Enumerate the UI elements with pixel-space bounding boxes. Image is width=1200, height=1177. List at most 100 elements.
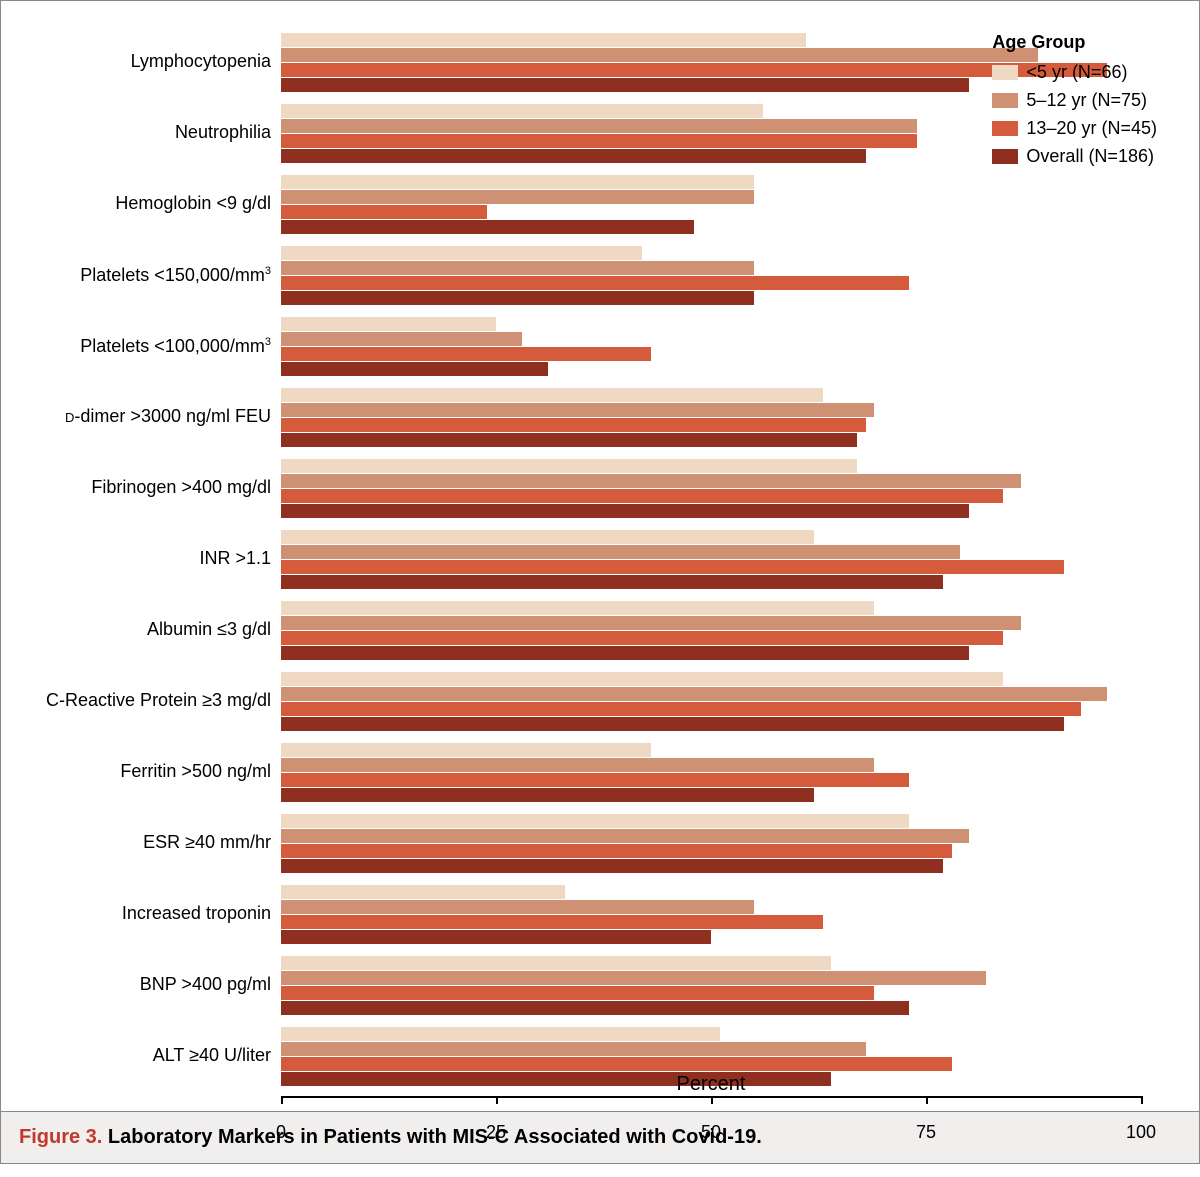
x-axis-tick — [926, 1096, 928, 1104]
category-label: Platelets <100,000/mm3 — [1, 336, 271, 357]
bar — [281, 489, 1003, 503]
legend-label: <5 yr (N=66) — [1026, 59, 1127, 87]
bar — [281, 190, 754, 204]
category-label: Albumin ≤3 g/dl — [1, 620, 271, 640]
x-axis-tick — [1141, 1096, 1143, 1104]
legend: Age Group <5 yr (N=66)5–12 yr (N=75)13–2… — [992, 29, 1157, 170]
bar — [281, 956, 831, 970]
x-axis-tick-label: 50 — [701, 1122, 721, 1143]
bar — [281, 78, 969, 92]
legend-label: 5–12 yr (N=75) — [1026, 87, 1147, 115]
bar — [281, 545, 960, 559]
bar — [281, 687, 1107, 701]
bar — [281, 702, 1081, 716]
bar — [281, 1001, 909, 1015]
bar — [281, 175, 754, 189]
bar — [281, 205, 487, 219]
bar — [281, 915, 823, 929]
legend-title: Age Group — [992, 29, 1157, 57]
bar — [281, 575, 943, 589]
legend-item: <5 yr (N=66) — [992, 59, 1157, 87]
bar — [281, 119, 917, 133]
bar — [281, 418, 866, 432]
legend-item: 13–20 yr (N=45) — [992, 115, 1157, 143]
legend-label: 13–20 yr (N=45) — [1026, 115, 1157, 143]
bar — [281, 433, 857, 447]
category-label: ALT ≥40 U/liter — [1, 1046, 271, 1066]
bar — [281, 829, 969, 843]
bar — [281, 246, 642, 260]
bar — [281, 261, 754, 275]
bar — [281, 332, 522, 346]
bar — [281, 616, 1021, 630]
x-axis-tick-label: 25 — [486, 1122, 506, 1143]
bar — [281, 1042, 866, 1056]
x-axis-tick — [711, 1096, 713, 1104]
figure-title: Laboratory Markers in Patients with MIS-… — [108, 1126, 762, 1148]
bar — [281, 403, 874, 417]
category-label: C-Reactive Protein ≥3 mg/dl — [1, 691, 271, 711]
bar — [281, 459, 857, 473]
bar — [281, 788, 814, 802]
category-label: Neutrophilia — [1, 123, 271, 143]
legend-swatch — [992, 149, 1018, 164]
bar — [281, 504, 969, 518]
category-label: Platelets <150,000/mm3 — [1, 265, 271, 286]
figure-caption: Figure 3. Laboratory Markers in Patients… — [1, 1111, 1199, 1163]
bar — [281, 63, 1107, 77]
bar — [281, 900, 754, 914]
x-axis-tick — [281, 1096, 283, 1104]
x-axis-tick-label: 100 — [1126, 1122, 1156, 1143]
plot-region: 0255075100 — [281, 25, 1141, 1025]
bar — [281, 1027, 720, 1041]
bar — [281, 291, 754, 305]
bar — [281, 362, 548, 376]
bar — [281, 672, 1003, 686]
bar — [281, 1057, 952, 1071]
bar — [281, 717, 1064, 731]
legend-swatch — [992, 121, 1018, 136]
category-label: BNP >400 pg/ml — [1, 975, 271, 995]
legend-item: 5–12 yr (N=75) — [992, 87, 1157, 115]
bar — [281, 844, 952, 858]
bar — [281, 317, 496, 331]
category-label: Hemoglobin <9 g/dl — [1, 194, 271, 214]
bar — [281, 814, 909, 828]
bar — [281, 743, 651, 757]
bar — [281, 930, 711, 944]
category-label: d-dimer >3000 ng/ml FEU — [1, 407, 271, 427]
category-label: Ferritin >500 ng/ml — [1, 762, 271, 782]
legend-item: Overall (N=186) — [992, 143, 1157, 171]
category-label: ESR ≥40 mm/hr — [1, 833, 271, 853]
x-axis-tick — [496, 1096, 498, 1104]
bar — [281, 276, 909, 290]
bar — [281, 48, 1038, 62]
bar — [281, 859, 943, 873]
legend-label: Overall (N=186) — [1026, 143, 1154, 171]
category-label: Increased troponin — [1, 904, 271, 924]
bar — [281, 986, 874, 1000]
x-axis-tick-label: 0 — [276, 1122, 286, 1143]
bar — [281, 885, 565, 899]
x-axis-title: Percent — [281, 1073, 1141, 1096]
bar — [281, 971, 986, 985]
bar — [281, 560, 1064, 574]
bar — [281, 601, 874, 615]
bar — [281, 474, 1021, 488]
bar — [281, 773, 909, 787]
legend-swatch — [992, 65, 1018, 80]
x-axis-tick-label: 75 — [916, 1122, 936, 1143]
bar — [281, 646, 969, 660]
bar — [281, 347, 651, 361]
figure-frame: 0255075100 LymphocytopeniaNeutrophiliaHe… — [0, 0, 1200, 1164]
chart-area: 0255075100 Lymphocytopenia Neutrophilia He… — [1, 1, 1199, 1111]
bar — [281, 631, 1003, 645]
figure-number: Figure 3. — [19, 1126, 102, 1148]
bar — [281, 388, 823, 402]
bar — [281, 134, 917, 148]
bar — [281, 104, 763, 118]
category-label: Lymphocytopenia — [1, 52, 271, 72]
bar — [281, 530, 814, 544]
bar — [281, 758, 874, 772]
legend-swatch — [992, 93, 1018, 108]
